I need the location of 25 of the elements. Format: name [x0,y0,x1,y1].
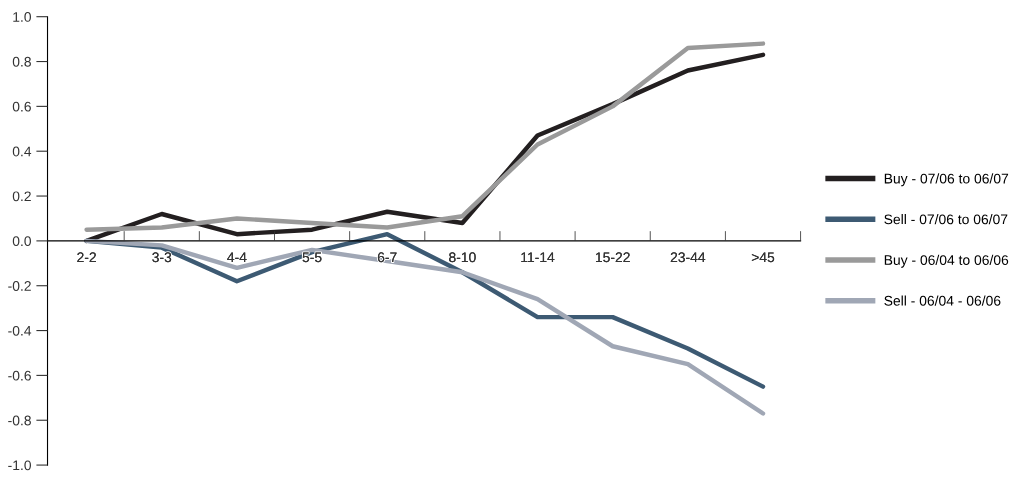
y-tick-label: 0.8 [12,56,31,67]
legend-label: Buy - 06/04 to 06/06 [884,254,1009,268]
x-tick-label: 15-22 [595,252,630,263]
x-tick-label: 6-7 [377,252,397,263]
y-tick-label: -0.2 [8,281,31,291]
y-tick-label: -0.8 [8,415,31,426]
y-tick-label: -0.6 [8,370,31,381]
x-tick-label: 11-14 [521,252,555,263]
legend-label: Sell - 07/06 to 06/07 [884,214,1008,225]
x-tick-label: 3-3 [152,252,172,263]
y-tick-label: 0.0 [12,236,31,247]
legend-label: Sell - 06/04 - 06/06 [884,295,1001,306]
y-tick-label: 0.4 [12,146,32,157]
y-tick-label: -1.0 [8,460,31,471]
x-tick-label: 8-10 [449,252,476,263]
y-tick-label: 0.2 [12,191,31,202]
x-tick-label: 4-4 [227,252,247,263]
x-tick-label: 2-2 [77,252,96,263]
y-tick-label: 0.6 [12,101,31,112]
y-tick-label: 1.0 [13,12,31,22]
x-tick-label: 23-44 [670,252,706,263]
x-tick-label: >45 [751,252,775,263]
y-tick-label: -0.4 [8,325,32,336]
x-tick-label: 5-5 [302,252,322,263]
legend-label: Buy - 07/06 to 06/07 [884,173,1009,187]
